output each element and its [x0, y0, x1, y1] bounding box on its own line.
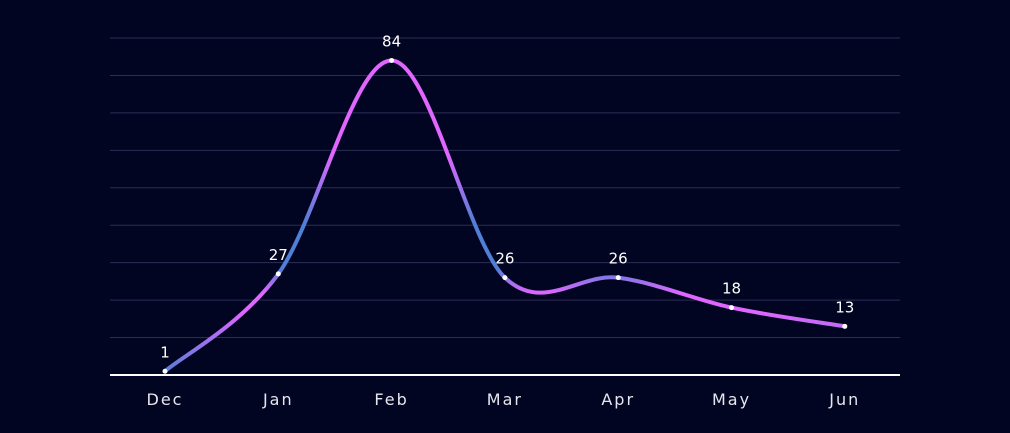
x-tick-label-jan: Jan: [262, 390, 294, 409]
data-point-jun: [842, 323, 848, 329]
data-label-jun: 13: [835, 298, 854, 316]
drop-lines: [164, 60, 846, 375]
data-point-may: [729, 305, 734, 311]
data-point-feb: [389, 57, 395, 63]
data-point-dec: [162, 368, 168, 374]
data-point-mar: [502, 275, 508, 281]
data-label-jan: 27: [269, 246, 288, 264]
x-tick-label-jun: Jun: [828, 390, 860, 409]
x-tick-label-mar: Mar: [487, 390, 523, 409]
x-tick-label-dec: Dec: [147, 390, 184, 409]
data-label-apr: 26: [609, 250, 628, 268]
data-labels: 1 27 84 26 26 18 13: [160, 32, 854, 361]
data-point-jan: [275, 271, 281, 277]
data-points: [162, 57, 848, 374]
data-label-dec: 1: [160, 343, 170, 361]
data-label-may: 18: [722, 280, 741, 298]
x-tick-labels: Dec Jan Feb Mar Apr May Jun: [147, 390, 860, 409]
x-tick-label-apr: Apr: [601, 390, 635, 409]
x-tick-label-feb: Feb: [374, 390, 408, 409]
data-point-apr: [615, 275, 621, 281]
gridlines: [110, 37, 900, 339]
data-label-mar: 26: [495, 250, 514, 268]
x-tick-label-may: May: [712, 390, 751, 409]
data-label-feb: 84: [382, 32, 401, 50]
